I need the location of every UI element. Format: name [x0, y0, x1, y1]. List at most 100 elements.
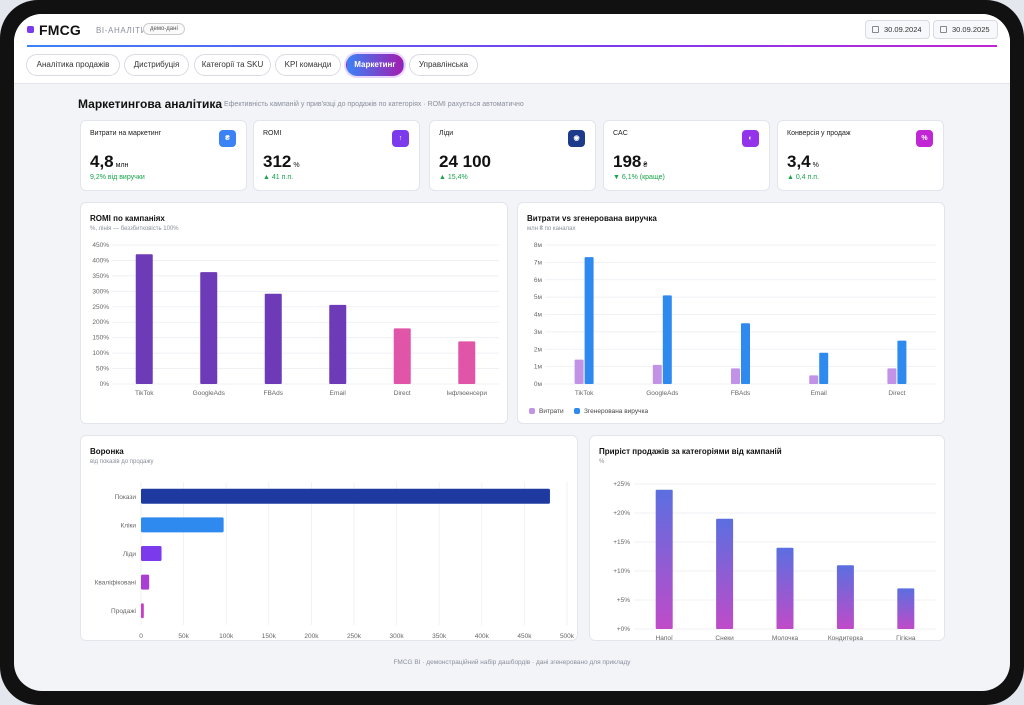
- y-tick-label: +15%: [613, 539, 630, 546]
- x-tick-label: 100k: [219, 633, 234, 640]
- y-tick-label: 5м: [534, 294, 543, 301]
- y-tick-label: 200%: [92, 319, 109, 326]
- brand-subtitle: BI-АНАЛІТИКА: [96, 26, 159, 35]
- y-tick-label: Кліки: [121, 521, 137, 529]
- kpi-card: ROMI ↑ 312% ▲ 41 п.п.: [253, 120, 420, 191]
- revenue-bar: [819, 352, 829, 384]
- x-tick-label: Direct: [888, 390, 905, 397]
- revenue-bar: [897, 340, 907, 384]
- chart-subtitle: млн ₴ по каналах: [527, 226, 576, 232]
- date-to-picker[interactable]: 30.09.2025: [933, 20, 998, 39]
- kpi-delta: ▲ 15,4%: [439, 174, 468, 181]
- chart-title: Приріст продажів за категоріями від камп…: [599, 447, 782, 456]
- funnel-bar: [141, 546, 162, 561]
- y-tick-label: Ліди: [123, 550, 137, 558]
- accent-divider: [27, 45, 997, 47]
- x-tick-label: TikTok: [575, 390, 594, 397]
- y-tick-label: 350%: [92, 273, 109, 280]
- x-tick-label: Снеки: [715, 635, 734, 642]
- y-tick-label: +0%: [617, 626, 630, 633]
- calendar-icon: [872, 26, 879, 33]
- legend-revenue[interactable]: Згенерована виручка: [574, 408, 648, 415]
- x-tick-label: Напої: [656, 635, 673, 642]
- x-tick-label: Кондитерка: [828, 635, 864, 642]
- y-tick-label: 150%: [92, 335, 109, 342]
- x-tick-label: Інфлюенсери: [446, 390, 487, 397]
- tab-management[interactable]: Управлінська: [409, 54, 478, 76]
- brand-name: FMCG: [39, 22, 82, 38]
- x-tick-label: 450k: [517, 633, 532, 640]
- funnel-bar: [141, 488, 550, 504]
- chart-subtitle: %, лінія — беззбитковість 100%: [90, 226, 179, 232]
- hryvnia-icon: ₴: [219, 130, 236, 147]
- legend-swatch: [574, 408, 580, 414]
- legend-swatch: [529, 408, 535, 414]
- kpi-label: ROMI: [263, 130, 282, 137]
- spend-bar: [731, 368, 740, 384]
- y-tick-label: 2м: [534, 346, 543, 353]
- x-tick-label: GoogleAds: [646, 390, 679, 397]
- brand-logo-icon: [27, 26, 34, 33]
- eye-icon: ◉: [568, 130, 585, 147]
- tab-distribution[interactable]: Дистрибуція: [124, 54, 189, 76]
- x-tick-label: 250k: [347, 633, 362, 640]
- x-tick-label: 300k: [390, 633, 405, 640]
- x-tick-label: FBAds: [263, 390, 283, 397]
- kpi-number: 312: [263, 152, 292, 171]
- tab-team-kpi[interactable]: KPI команди: [275, 54, 341, 76]
- spend-revenue-chart: 0м 1м 2м 3м 4м 5м 6м 7м 8м TikTok GoogleAds FBAds Em…: [534, 242, 936, 397]
- date-to-value: 30.09.2025: [952, 25, 990, 34]
- kpi-number: 4,8: [90, 152, 114, 171]
- chart-subtitle: %: [599, 459, 605, 465]
- chart-title: Воронка: [90, 447, 124, 456]
- growth-bar: [776, 547, 794, 629]
- x-tick-label: 350k: [432, 633, 447, 640]
- y-tick-label: 300%: [92, 288, 109, 295]
- page-subtitle: Ефективність кампаній у прив'язці до про…: [224, 101, 524, 108]
- chart-subtitle: від показів до продажу: [90, 459, 154, 465]
- kpi-label: CAC: [613, 130, 628, 137]
- kpi-value: 312%: [263, 152, 300, 172]
- romi-bar: [393, 328, 411, 384]
- y-tick-label: 3м: [534, 329, 543, 336]
- x-tick-label: Email: [330, 390, 347, 397]
- y-tick-label: 6м: [534, 277, 543, 284]
- funnel-bar: [141, 603, 144, 619]
- y-tick-label: 250%: [92, 304, 109, 311]
- footer-note: FMCG BI · демонстраційний набір дашборді…: [393, 659, 631, 666]
- demo-data-badge: демо-дані: [143, 23, 185, 35]
- romi-chart-card: ROMI по кампаніях %, лінія — беззбиткові…: [80, 202, 508, 424]
- kpi-number: 24 100: [439, 152, 491, 171]
- y-tick-label: +5%: [617, 597, 630, 604]
- kpi-number: 198: [613, 152, 642, 171]
- tab-sales-analytics[interactable]: Аналітика продажів: [26, 54, 120, 76]
- x-tick-label: 200k: [304, 633, 319, 640]
- y-tick-label: 100%: [92, 350, 109, 357]
- spend-bar: [809, 375, 819, 384]
- page-title: Маркетингова аналітика: [78, 97, 223, 111]
- romi-bar: [200, 272, 218, 384]
- tab-marketing[interactable]: Маркетинг: [346, 54, 404, 76]
- tab-categories-sku[interactable]: Категорії та SKU: [194, 54, 271, 76]
- legend-spend[interactable]: Витрати: [529, 408, 564, 415]
- legend-label: Витрати: [539, 408, 564, 415]
- kpi-card: Конверсія у продаж % 3,4% ▲ 0,4 п.п.: [777, 120, 944, 191]
- x-tick-label: 400k: [475, 633, 490, 640]
- kpi-label: Конверсія у продаж: [787, 130, 851, 137]
- half-circle-icon: ◐: [742, 130, 759, 147]
- growth-bar: [716, 518, 734, 629]
- funnel-chart-card: Воронка від показів до продажу 0 50k 100k 1…: [80, 435, 578, 641]
- romi-bar: [458, 341, 476, 384]
- y-tick-label: Продажі: [111, 607, 136, 615]
- percent-icon: %: [916, 130, 933, 147]
- date-from-picker[interactable]: 30.09.2024: [865, 20, 930, 39]
- revenue-bar: [741, 323, 750, 384]
- x-tick-label: 500k: [560, 633, 575, 640]
- revenue-bar: [662, 295, 672, 384]
- date-from-value: 30.09.2024: [884, 25, 922, 34]
- y-tick-label: 400%: [92, 257, 109, 264]
- category-growth-chart: +0% +5% +10% +15% +20% +25% Напої Снеки Молочка К…: [613, 481, 936, 642]
- x-tick-label: Гігієна: [896, 634, 916, 642]
- funnel-bar: [141, 574, 150, 590]
